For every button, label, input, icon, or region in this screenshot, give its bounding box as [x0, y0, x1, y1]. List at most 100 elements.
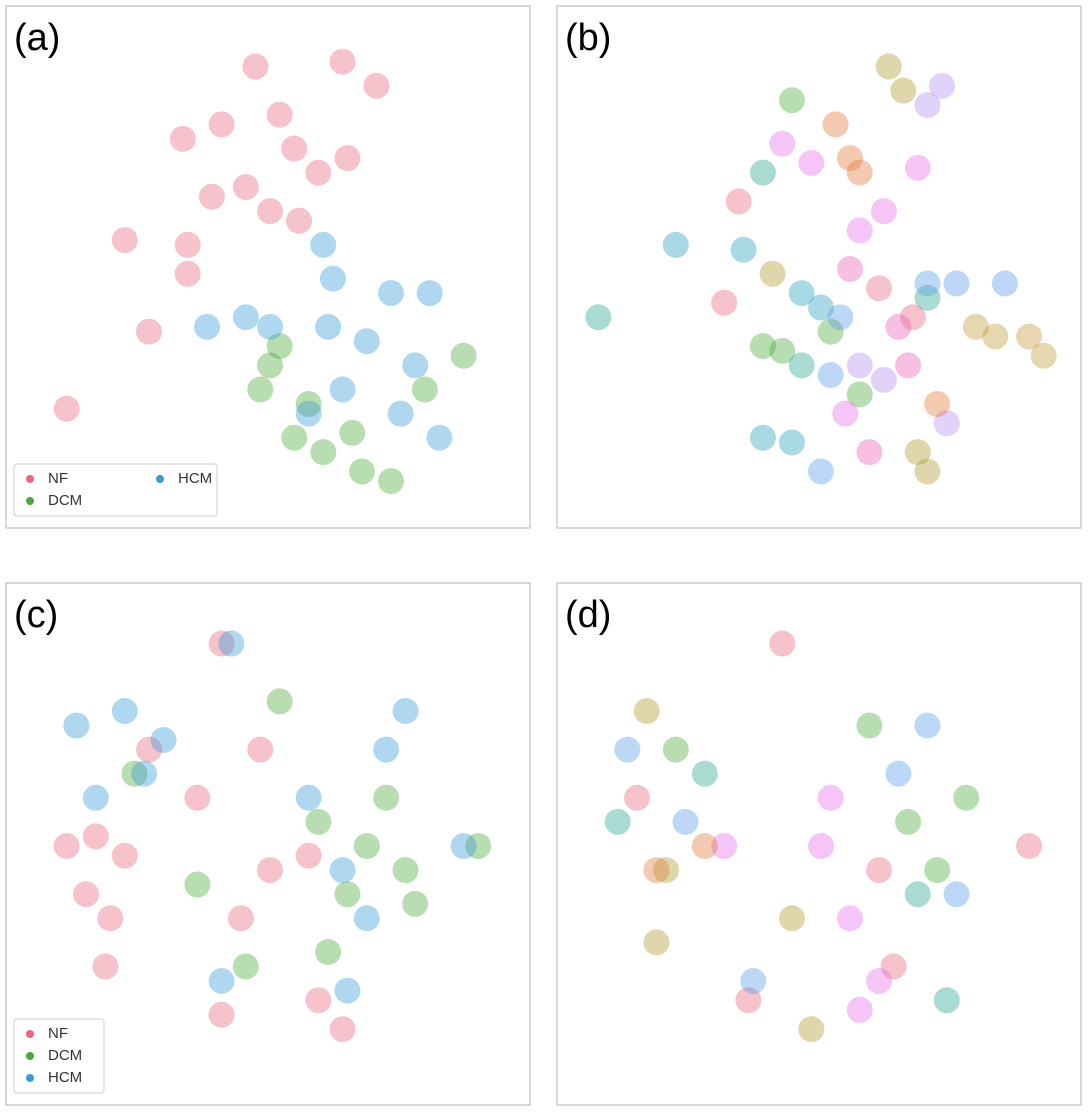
point	[373, 736, 400, 763]
point	[914, 270, 941, 297]
legend-label: DCM	[48, 1047, 82, 1064]
point	[305, 987, 332, 1014]
point	[402, 352, 429, 379]
point	[798, 149, 825, 176]
point	[295, 842, 322, 869]
point	[735, 987, 762, 1014]
point	[257, 313, 283, 340]
legend-marker	[26, 1030, 34, 1038]
point	[769, 130, 796, 157]
point	[353, 833, 380, 859]
point	[759, 260, 786, 287]
point	[111, 698, 138, 725]
legend-label: DCM	[48, 492, 82, 509]
point	[198, 183, 225, 210]
point	[295, 400, 322, 427]
point	[837, 145, 864, 172]
point	[880, 953, 907, 980]
point	[319, 265, 346, 292]
point	[353, 328, 380, 355]
point	[136, 736, 162, 763]
point	[121, 760, 148, 787]
point	[817, 318, 844, 345]
point	[778, 429, 805, 456]
point	[73, 881, 100, 908]
point	[416, 280, 443, 307]
point	[962, 313, 989, 340]
point	[136, 318, 162, 345]
point	[822, 111, 849, 138]
panel-label: (a)	[14, 17, 60, 59]
point	[778, 87, 805, 114]
point	[426, 424, 453, 451]
point	[808, 833, 834, 859]
point	[92, 953, 119, 980]
point	[334, 977, 361, 1004]
point	[194, 313, 221, 340]
point	[769, 337, 796, 364]
legend-marker	[156, 475, 164, 483]
point	[392, 698, 419, 725]
point	[257, 857, 283, 884]
point	[982, 323, 1009, 350]
point	[899, 304, 926, 331]
point	[653, 857, 680, 884]
point	[866, 275, 893, 302]
point	[310, 231, 337, 258]
point	[174, 231, 201, 258]
point	[266, 333, 293, 360]
point	[808, 458, 834, 485]
point	[856, 439, 883, 466]
point	[329, 48, 356, 75]
point	[286, 207, 313, 234]
point	[310, 439, 337, 466]
legend-box	[13, 463, 218, 517]
point	[885, 313, 912, 340]
point	[890, 77, 917, 104]
point	[895, 808, 922, 835]
point	[662, 736, 689, 763]
panel-frame	[556, 582, 1082, 1106]
point	[837, 256, 864, 282]
point	[295, 390, 322, 417]
point	[604, 808, 631, 835]
point	[387, 400, 414, 427]
point	[402, 890, 429, 917]
point	[808, 294, 834, 321]
point	[247, 376, 274, 403]
point	[933, 410, 960, 437]
point	[870, 198, 897, 225]
legend-label: HCM	[178, 470, 212, 487]
point	[633, 698, 660, 725]
point	[778, 905, 805, 932]
point	[208, 630, 235, 657]
point	[866, 967, 893, 994]
point	[281, 135, 308, 162]
point	[150, 726, 177, 753]
point	[943, 270, 970, 297]
point	[257, 352, 283, 379]
point	[208, 111, 235, 138]
point	[585, 304, 612, 331]
legend-label: HCM	[48, 1069, 82, 1086]
point	[227, 905, 254, 932]
point	[837, 905, 864, 932]
point	[392, 857, 419, 884]
point	[305, 808, 332, 835]
point	[991, 270, 1018, 297]
point	[904, 154, 931, 181]
point	[914, 458, 941, 485]
point	[914, 284, 941, 311]
point	[348, 458, 375, 485]
point	[924, 857, 951, 884]
point	[943, 881, 970, 908]
point	[866, 857, 893, 884]
point	[247, 736, 274, 763]
point	[817, 784, 844, 811]
point	[305, 159, 332, 186]
point	[643, 929, 670, 956]
point	[329, 1016, 356, 1043]
point	[924, 390, 951, 417]
legend-marker	[26, 475, 34, 483]
point	[846, 381, 873, 408]
